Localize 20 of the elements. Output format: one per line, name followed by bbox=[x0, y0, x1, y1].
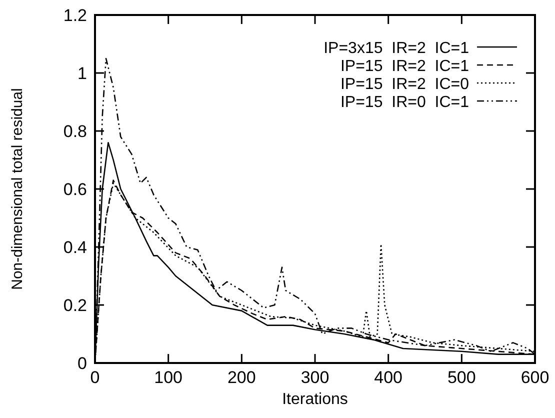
legend-label: IP=15 IR=2 IC=1 bbox=[340, 58, 470, 75]
x-axis-title: Iterations bbox=[282, 391, 348, 408]
y-tick-label: 1 bbox=[78, 64, 87, 83]
x-tick-label: 0 bbox=[90, 368, 100, 387]
y-tick-label: 0.6 bbox=[63, 180, 87, 199]
x-tick-label: 300 bbox=[300, 368, 330, 387]
y-tick-label: 0.8 bbox=[63, 122, 87, 141]
legend-label: IP=3x15 IR=2 IC=1 bbox=[324, 40, 470, 57]
y-tick-label: 1.2 bbox=[63, 6, 87, 25]
x-tick-label: 200 bbox=[227, 368, 256, 387]
x-tick-label: 400 bbox=[374, 368, 403, 387]
x-tick-label: 600 bbox=[520, 368, 550, 387]
y-tick-label: 0.4 bbox=[63, 238, 87, 257]
y-tick-label: 0 bbox=[78, 354, 87, 373]
x-tick-label: 500 bbox=[447, 368, 476, 387]
y-axis-title: Non-dimensional total residual bbox=[9, 88, 26, 290]
legend-label: IP=15 IR=0 IC=1 bbox=[340, 94, 470, 111]
y-tick-label: 0.2 bbox=[63, 296, 87, 315]
legend-label: IP=15 IR=2 IC=0 bbox=[340, 76, 470, 93]
x-tick-label: 100 bbox=[154, 368, 183, 387]
